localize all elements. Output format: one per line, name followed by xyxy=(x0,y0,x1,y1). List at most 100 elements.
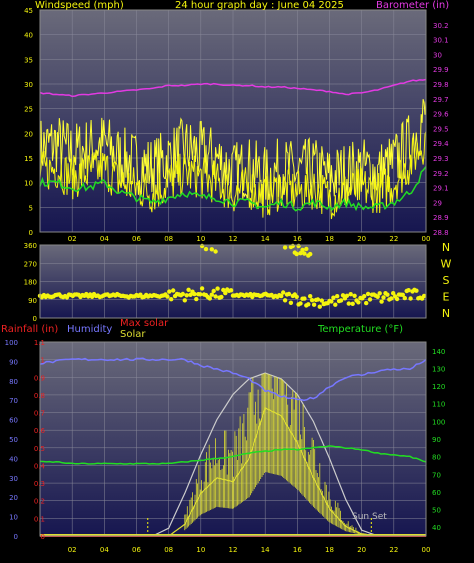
barometer-tick-label: 30 xyxy=(433,51,442,59)
direction-point xyxy=(315,297,321,302)
humidity-tick-label: 20 xyxy=(9,494,18,502)
direction-point xyxy=(308,251,313,257)
barometer-tick-label: 29.3 xyxy=(433,155,449,163)
wind-x-tick-label: 10 xyxy=(196,235,205,243)
direction-point xyxy=(365,291,371,297)
direction-point xyxy=(367,297,373,302)
rain-tick-label: 1 xyxy=(41,357,45,365)
direction-point xyxy=(364,300,369,306)
wind-x-tick-label: 00 xyxy=(422,235,431,243)
direction-tick-label: 0 xyxy=(33,315,37,323)
direction-point xyxy=(379,299,384,304)
wind-x-tick-label: 16 xyxy=(293,235,302,243)
direction-point xyxy=(356,300,361,305)
wind-tick-label: 15 xyxy=(24,155,33,163)
direction-point xyxy=(169,297,174,302)
rain-tick-label: 0.3 xyxy=(34,480,45,488)
rain-tick-label: 0.5 xyxy=(34,445,45,453)
wind-speed-line xyxy=(39,131,427,220)
barometer-tick-label: 30.1 xyxy=(433,37,449,45)
barometer-tick-label: 29.7 xyxy=(433,96,449,104)
humidity-tick-label: 100 xyxy=(5,339,18,347)
direction-point xyxy=(319,298,324,303)
temperature-tick-label: 60 xyxy=(432,489,441,497)
direction-point xyxy=(350,301,355,306)
wind-tick-label: 35 xyxy=(24,56,33,64)
direction-point xyxy=(167,289,172,294)
wind-tick-label: 5 xyxy=(29,204,33,212)
barometer-tick-label: 29.6 xyxy=(433,111,449,119)
direction-point xyxy=(348,292,353,297)
direction-point xyxy=(288,300,294,305)
direction-point xyxy=(317,304,322,309)
rain-tick-label: 0 xyxy=(41,533,45,541)
direction-point xyxy=(213,294,218,299)
direction-point xyxy=(186,287,191,292)
humidity-tick-label: 50 xyxy=(9,436,18,444)
wind-x-tick-label: 08 xyxy=(164,235,173,243)
climate-x-tick-label: 10 xyxy=(196,546,205,554)
temperature-tick-label: 50 xyxy=(432,507,441,515)
barometer-tick-label: 29.5 xyxy=(433,125,449,133)
direction-tick-label: 90 xyxy=(28,297,37,305)
direction-point xyxy=(402,295,407,301)
direction-point xyxy=(308,294,313,299)
humidity-tick-label: 30 xyxy=(9,475,18,483)
wind-x-tick-label: 20 xyxy=(357,235,366,243)
barometer-tick-label: 28.9 xyxy=(433,214,449,222)
wind-x-tick-label: 12 xyxy=(229,235,238,243)
wind-tick-label: 10 xyxy=(24,180,33,188)
direction-point xyxy=(333,302,338,307)
humidity-tick-label: 70 xyxy=(9,397,18,405)
direction-point xyxy=(194,296,199,302)
direction-point xyxy=(391,291,396,296)
direction-point xyxy=(282,298,288,303)
barometer-tick-label: 29 xyxy=(433,199,442,207)
direction-point xyxy=(346,301,351,306)
direction-point xyxy=(281,290,286,295)
direction-tick-label: 270 xyxy=(24,260,37,268)
barometer-tick-label: 28.8 xyxy=(433,229,449,237)
rain-tick-label: 0.2 xyxy=(34,498,45,506)
direction-point xyxy=(223,290,228,296)
temperature-tick-label: 90 xyxy=(432,436,441,444)
climate-x-tick-label: 02 xyxy=(68,546,77,554)
climate-x-tick-label: 04 xyxy=(100,546,109,554)
barometer-tick-label: 30.2 xyxy=(433,22,449,30)
wind-x-tick-label: 14 xyxy=(261,235,270,243)
wind-x-tick-label: 18 xyxy=(325,235,334,243)
climate-x-tick-label: 06 xyxy=(132,546,141,554)
wind-x-tick-label: 02 xyxy=(68,235,77,243)
direction-letter: N xyxy=(442,307,450,320)
direction-point xyxy=(385,292,390,297)
direction-point xyxy=(171,288,176,293)
humidity-label: Humidity xyxy=(67,324,113,335)
direction-point xyxy=(335,294,340,299)
direction-point xyxy=(294,251,299,257)
climate-x-tick-label: 00 xyxy=(422,546,431,554)
rain-tick-label: 0.1 xyxy=(34,515,45,523)
direction-point xyxy=(331,295,336,300)
direction-tick-label: 180 xyxy=(24,279,37,287)
direction-point xyxy=(311,302,317,307)
temperature-tick-label: 130 xyxy=(432,365,445,373)
temperature-tick-label: 110 xyxy=(432,401,445,409)
direction-point xyxy=(394,296,400,302)
direction-point xyxy=(207,296,212,301)
direction-point xyxy=(184,293,189,298)
direction-point xyxy=(286,291,292,297)
wind-tick-label: 25 xyxy=(24,106,33,114)
direction-point xyxy=(182,298,187,303)
direction-letter: W xyxy=(441,258,452,271)
humidity-line xyxy=(39,357,427,402)
direction-point xyxy=(329,299,334,304)
climate-x-tick-label: 18 xyxy=(325,546,334,554)
humidity-tick-label: 60 xyxy=(9,417,18,425)
direction-tick-label: 360 xyxy=(24,242,37,250)
direction-point xyxy=(213,249,218,254)
direction-point xyxy=(228,288,234,293)
direction-point xyxy=(209,292,214,297)
wind-tick-label: 0 xyxy=(29,229,33,237)
direction-point xyxy=(375,294,380,299)
